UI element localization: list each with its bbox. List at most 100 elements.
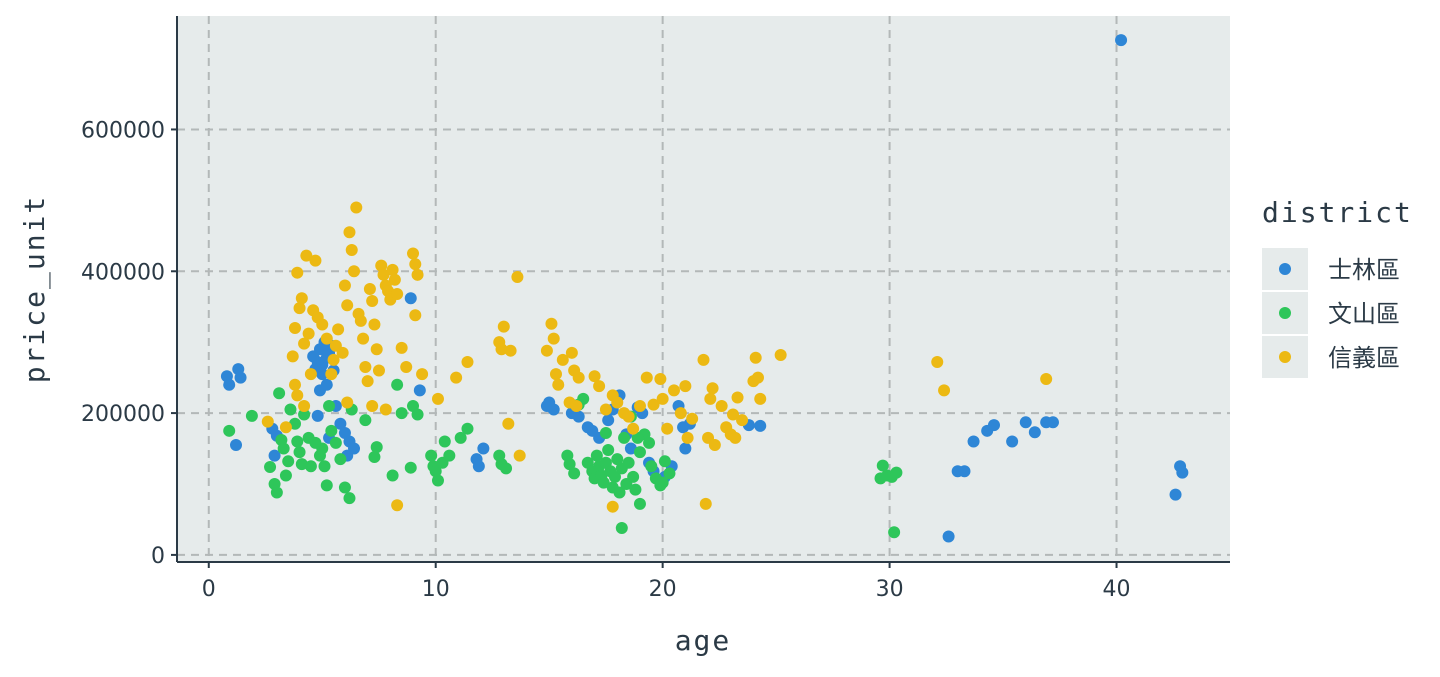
x-tick-label: 40	[1103, 577, 1131, 602]
data-point	[556, 353, 569, 366]
data-point	[313, 384, 326, 397]
data-point	[404, 292, 417, 305]
data-point	[293, 302, 306, 315]
data-point	[715, 400, 728, 412]
data-point	[323, 400, 336, 412]
data-point	[375, 259, 388, 272]
data-point	[386, 263, 399, 276]
data-point	[645, 460, 658, 473]
data-point	[350, 201, 363, 214]
data-point	[400, 361, 413, 373]
data-point	[549, 368, 562, 381]
data-point	[363, 283, 376, 295]
data-point	[368, 318, 381, 331]
data-point	[345, 244, 358, 256]
legend-title: district	[1262, 196, 1413, 229]
data-point	[667, 384, 680, 397]
data-point	[615, 521, 628, 534]
legend-label: 信義區	[1328, 344, 1400, 372]
data-point	[502, 417, 515, 430]
data-point	[300, 249, 313, 262]
data-point	[1040, 373, 1053, 386]
data-point	[388, 273, 401, 286]
data-point	[316, 442, 329, 455]
legend-swatch	[1279, 263, 1291, 275]
data-point	[245, 409, 258, 422]
data-point	[958, 465, 971, 478]
data-point	[273, 387, 286, 400]
data-point	[311, 409, 324, 422]
data-point	[289, 378, 302, 391]
y-tick-label: 400000	[81, 260, 165, 285]
data-point	[599, 426, 612, 439]
data-point	[291, 266, 304, 279]
data-point	[289, 417, 302, 430]
data-point	[643, 436, 656, 449]
data-point	[631, 431, 644, 444]
data-point	[495, 343, 508, 356]
x-tick-label: 30	[876, 577, 904, 602]
data-point	[681, 431, 694, 444]
data-point	[706, 382, 719, 395]
data-point	[409, 258, 422, 271]
data-point	[291, 389, 304, 402]
data-point	[359, 361, 372, 373]
y-tick-label: 600000	[81, 118, 165, 143]
data-point	[450, 371, 463, 384]
y-axis-ticks: 0 200000 400000 600000	[81, 118, 177, 569]
data-point	[429, 465, 442, 478]
data-point	[686, 412, 699, 425]
data-point	[656, 392, 669, 405]
data-point	[602, 443, 615, 456]
data-point	[663, 467, 676, 480]
data-point	[343, 226, 356, 239]
data-point	[774, 348, 787, 361]
data-point	[736, 414, 749, 427]
data-point	[379, 403, 392, 416]
data-point	[316, 318, 329, 331]
data-point	[572, 410, 585, 423]
data-point	[608, 470, 621, 483]
data-point	[261, 415, 274, 428]
data-point	[497, 320, 510, 333]
data-point	[431, 474, 444, 487]
data-point	[279, 421, 292, 434]
data-point	[289, 322, 302, 334]
data-point	[407, 247, 420, 260]
data-point	[370, 343, 383, 356]
data-point	[304, 460, 317, 473]
data-point	[284, 403, 297, 416]
data-point	[565, 346, 578, 359]
data-point	[359, 414, 372, 427]
data-point	[547, 332, 560, 345]
data-point	[599, 403, 612, 416]
data-point	[547, 403, 560, 416]
data-point	[661, 422, 674, 435]
data-point	[395, 341, 408, 354]
data-point	[416, 368, 429, 381]
data-point	[876, 459, 889, 472]
data-point	[708, 439, 721, 451]
data-point	[277, 442, 290, 455]
data-point	[593, 380, 606, 393]
data-point	[461, 422, 474, 435]
data-point	[295, 292, 308, 305]
data-point	[545, 317, 558, 330]
data-point	[234, 371, 247, 384]
data-point	[967, 435, 980, 448]
data-point	[477, 442, 490, 455]
data-point	[354, 314, 367, 327]
data-point	[611, 396, 624, 409]
data-point	[338, 481, 351, 494]
data-point	[1115, 34, 1128, 47]
data-point	[704, 392, 717, 405]
data-point	[627, 422, 640, 435]
data-point	[391, 378, 404, 391]
data-point	[268, 449, 281, 462]
data-point	[500, 462, 513, 475]
data-point	[504, 344, 517, 357]
data-point	[377, 268, 390, 281]
data-point	[332, 323, 345, 336]
data-point	[341, 299, 354, 312]
